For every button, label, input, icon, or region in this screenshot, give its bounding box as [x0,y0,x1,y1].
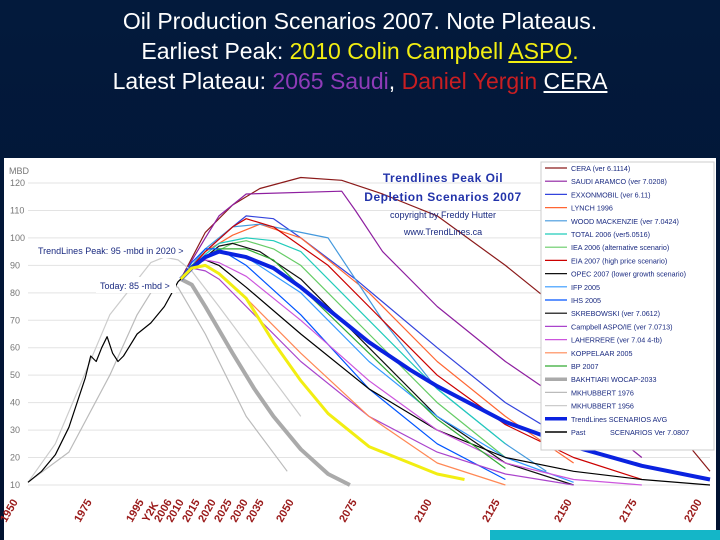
title-line-3: Latest Plateau: 2065 Saudi, Daniel Yergi… [0,66,720,96]
legend-label: MKHUBBERT 1956 [571,402,634,411]
legend-label: SAUDI ARAMCO (ver 7.0208) [571,177,667,186]
y-tick-label: 70 [10,315,20,325]
legend-label: IFP 2005 [571,283,600,292]
legend-label: TOTAL 2006 (ver5.0516) [571,230,650,239]
legend-label: TrendLines SCENARIOS AVG [571,415,668,424]
latest-plateau-value: 2065 Saudi [272,68,389,94]
legend-label: LAHERRERE (ver 7.04 4-tb) [571,336,662,345]
y-tick-label: 80 [10,288,20,298]
y-tick-label: 120 [10,178,25,188]
series-line-20 [179,263,465,481]
series-line-7 [180,218,642,481]
title-line-1: Oil Production Scenarios 2007. Note Plat… [122,8,598,34]
series-line-12 [180,267,574,486]
y-axis-label: MBD [9,166,30,176]
earliest-peak-value: 2010 Colin Campbell [289,38,509,64]
series-line-5 [180,237,506,445]
series-line-10 [180,248,506,481]
y-tick-label: 30 [10,425,20,435]
y-tick-label: 100 [10,233,25,243]
y-tick-label: 90 [10,260,20,270]
legend-box [540,161,715,451]
title-line-2: Earliest Peak: 2010 Colin Campbell ASPO. [0,36,720,66]
y-tick-label: 60 [10,343,20,353]
today-annotation: Today: 85 -mbd > [100,281,170,291]
y-axis: MBD 120 110 100 90 80 70 60 50 40 30 20 10 [9,166,30,490]
annotations: TrendLines Peak: 95 -mbd in 2020 > Today… [35,242,184,293]
series-line-16 [179,277,351,487]
daniel-yergin-text: Daniel Yergin [401,68,538,94]
series-line-3 [180,223,574,464]
legend-label: Campbell ASPO/IE (ver 7.0713) [571,322,672,331]
legend-label: SKREBOWSKI (ver 7.0612) [571,309,660,318]
title-line-3-comma: , [388,68,402,94]
copyright-text: copyright by Freddy Hutter [390,210,496,220]
legend-label-historical: Past [571,428,585,437]
y-tick-label: 10 [10,480,20,490]
slide-corner-decoration [490,530,720,540]
legend-label: BAKHTIARI WOCAP-2033 [571,375,656,384]
legend-label: CERA (ver 6.1114) [571,164,630,173]
legend-label: IEA 2006 (alternative scenario) [571,243,669,252]
legend-version: SCENARIOS Ver 7.0807 [610,428,689,437]
today-annotation-bg [96,277,176,293]
legend-label: WOOD MACKENZIE (ver 7.0424) [571,217,679,226]
website-text[interactable]: www.TrendLines.ca [403,227,482,237]
legend-label: EXXONMOBIL (ver 6.11) [571,190,650,199]
historical-line [27,278,182,483]
legend-label: IHS 2005 [571,296,601,305]
aspo-link[interactable]: ASPO [508,38,573,64]
chart-title-line-2: Depletion Scenarios 2007 [364,190,521,204]
legend-label: LYNCH 1996 [571,204,613,213]
legend-label: BP 2007 [571,362,598,371]
y-tick-label: 40 [10,398,20,408]
title-line-2-period: . [572,38,579,64]
trendlines-peak-annotation: TrendLines Peak: 95 -mbd in 2020 > [38,246,184,256]
legend-label: MKHUBBERT 1976 [571,388,634,397]
legend-label: KOPPELAAR 2005 [571,349,633,358]
slide-title: Oil Production Scenarios 2007. Note Plat… [0,6,720,96]
series-line-8 [180,242,574,486]
y-tick-label: 110 [10,205,24,215]
title-line-2-prefix: Earliest Peak: [141,38,290,64]
legend: CERA (ver 6.1114) SAUDI ARAMCO (ver 7.020… [540,161,715,451]
title-line-3-prefix: Latest Plateau: [112,68,273,94]
cera-link[interactable]: CERA [543,68,608,94]
chart-heading: Trendlines Peak Oil Depletion Scenarios … [364,171,521,237]
y-tick-label: 50 [10,370,20,380]
series-line-18 [27,256,302,483]
chart-title-line-1: Trendlines Peak Oil [383,171,503,185]
peak-annotation-bg [35,242,183,258]
legend-label: EIA 2007 (high price scenario) [571,256,667,265]
legend-label: OPEC 2007 (lower growth scenario) [571,270,686,279]
y-tick-label: 20 [10,453,20,463]
